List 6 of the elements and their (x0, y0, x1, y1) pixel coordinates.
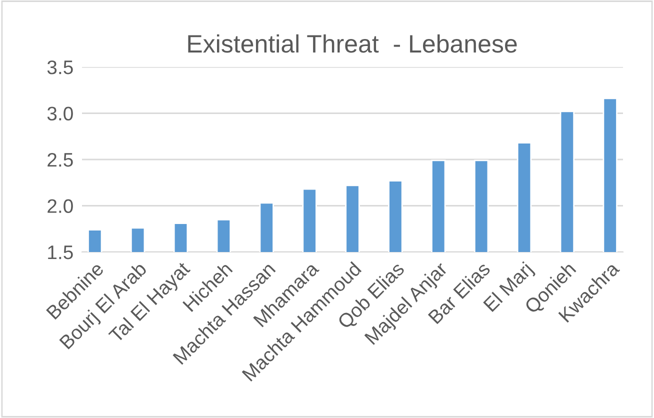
y-tick-label: 2.5 (48, 152, 73, 167)
y-tick-label: 1.5 (48, 246, 73, 260)
y-tick-label: 3.0 (47, 106, 73, 120)
y-tick-label: 3.5 (47, 60, 73, 74)
chart-title: Existential Threat - Lebanese (188, 34, 517, 53)
y-tick-label: 2.0 (48, 199, 73, 213)
